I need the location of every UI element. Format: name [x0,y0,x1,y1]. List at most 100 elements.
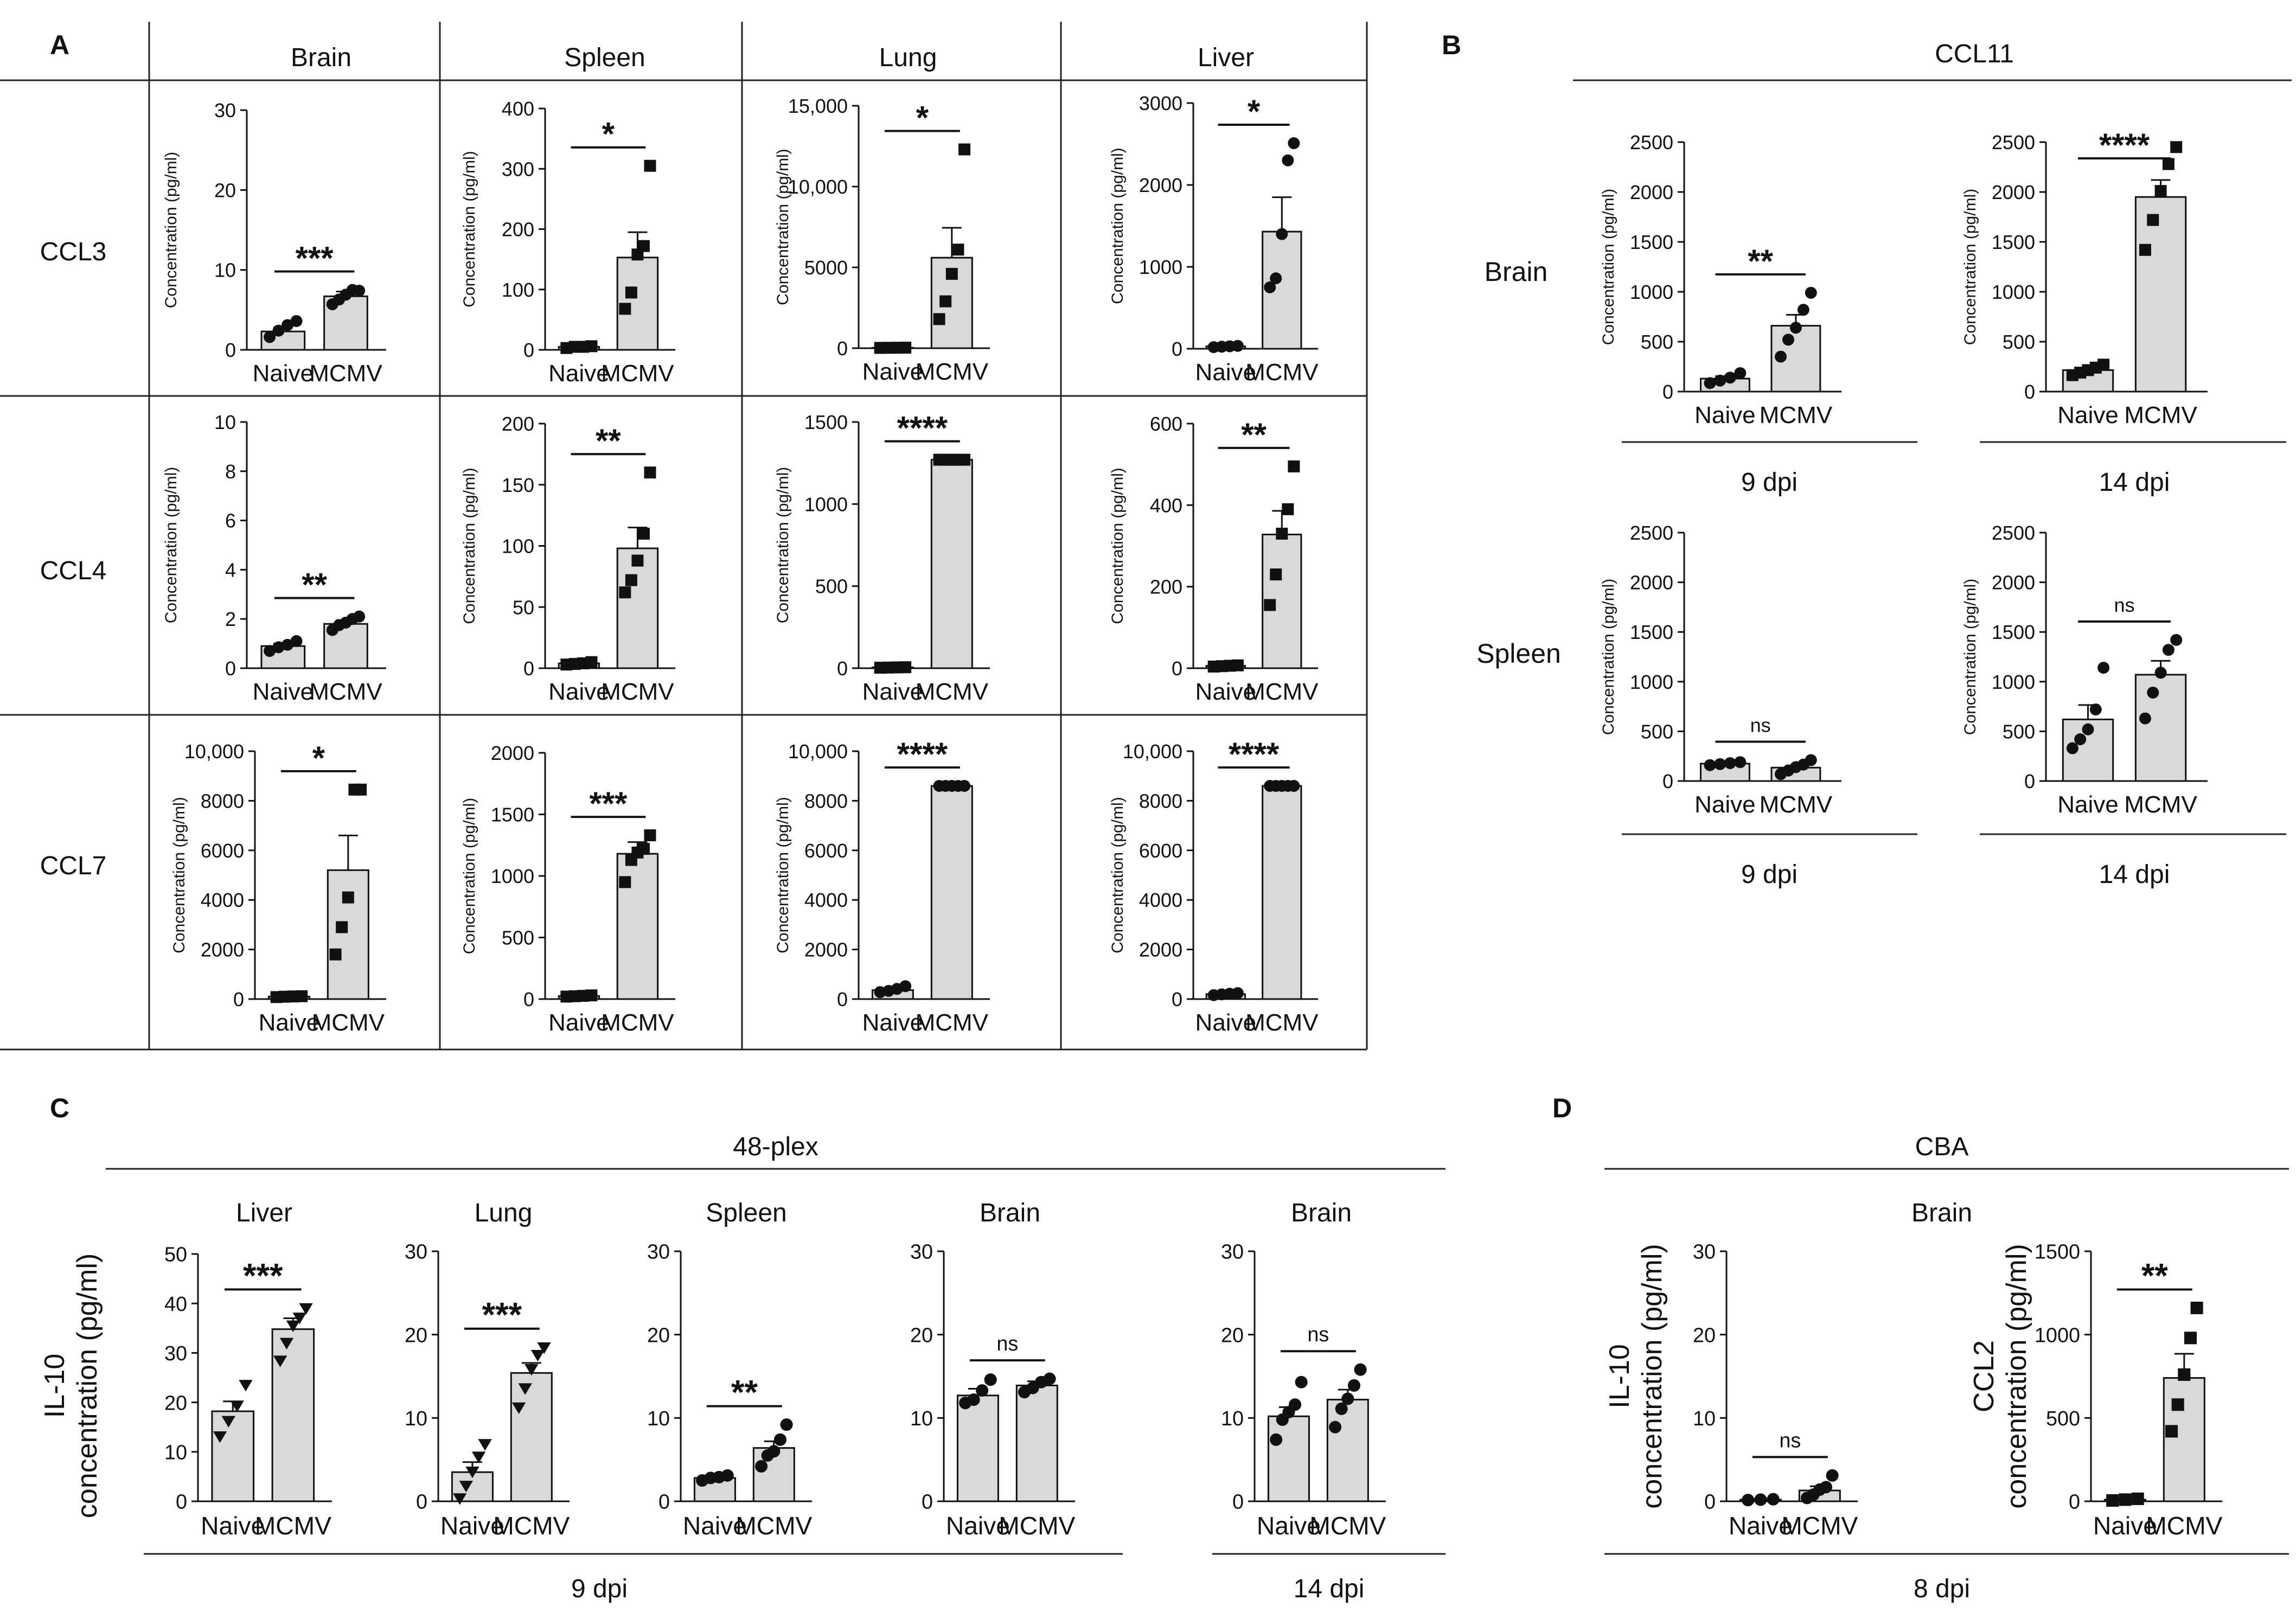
significance-label: ns [1750,714,1771,737]
y-axis-label: Concentration (pg/ml) [1109,148,1127,304]
x-tick-label-naive: Naive [1729,1512,1793,1540]
data-point [2119,1493,2132,1506]
data-point [619,586,631,599]
data-point [239,1380,253,1392]
y-tick-label: 2000 [1992,181,2035,203]
y-tick-label: 600 [1150,413,1182,435]
panel-b-title: CCL11 [1935,40,2014,68]
y-tick-label: 2000 [1992,572,2035,594]
panel-a-col-lung: Lung [879,43,937,72]
x-tick-label-mcmv: MCMV [1760,791,1833,818]
y-tick-label: 500 [502,927,534,949]
data-point [1347,1379,1360,1392]
data-point [213,1431,227,1443]
data-point [221,1416,236,1428]
data-point [336,921,348,933]
y-tick-label: 400 [1150,494,1182,516]
data-point [272,324,285,337]
x-tick-label-mcmv: MCMV [1245,679,1319,705]
y-tick-label: 8 [225,460,236,483]
data-point [2154,667,2167,679]
data-point [755,1460,768,1473]
x-tick-label-naive: Naive [862,679,924,705]
data-point [1724,372,1736,384]
data-point [1282,503,1294,515]
x-tick-label-naive: Naive [259,1009,320,1036]
panel-a: A Brain Spleen Lung Liver CCL3 CCL4 CCL7 [0,22,1368,1051]
significance-label: **** [1229,736,1280,772]
panel-letter-a: A [50,30,69,60]
panel-d-subtitle: Brain [1911,1199,1972,1227]
data-point [585,340,598,353]
y-tick-label: 10 [1693,1407,1716,1430]
data-point [2165,1425,2178,1438]
bar-mcmv [1326,1399,1369,1502]
y-axis-label: Concentration (pg/ml) [774,467,792,623]
panel-c-col-lung: Lung [475,1199,533,1227]
y-tick-label: 0 [225,339,236,361]
x-tick-label-naive: Naive [1694,402,1756,428]
x-tick-label-naive: Naive [1195,679,1257,705]
y-tick-label: 10 [1221,1407,1244,1430]
bar-mcmv [2134,674,2187,782]
data-point [290,315,303,327]
data-point [290,635,303,648]
data-point [1714,758,1726,770]
data-point [286,1320,300,1333]
data-point [282,638,294,651]
y-tick-label: 10 [405,1407,427,1430]
y-axis-label: Concentration (pg/ml) [461,468,478,624]
significance-label: **** [2099,127,2150,163]
bar-naive [211,1410,255,1502]
y-axis-label: Concentration (pg/ml) [1961,189,1979,345]
x-tick-label-naive: Naive [1195,1009,1257,1036]
x-tick-label-naive: Naive [862,1009,924,1036]
x-tick-label-mcmv: MCMV [309,679,382,705]
data-point [958,143,971,156]
x-tick-label-naive: Naive [1195,359,1257,386]
data-point [1714,374,1726,387]
data-point [292,1313,306,1324]
data-point [637,240,650,252]
y-tick-label: 30 [405,1241,427,1264]
y-tick-label: 2000 [1139,174,1182,196]
data-point [631,554,644,567]
y-tick-label: 2000 [804,939,848,961]
y-tick-label: 500 [1641,720,1673,743]
significance-label: **** [897,736,948,772]
y-tick-label: 10,000 [788,176,848,198]
data-point [1329,1420,1342,1434]
data-point [1270,568,1282,581]
x-tick-label-mcmv: MCMV [2124,402,2197,428]
y-tick-label: 1000 [1630,281,1673,303]
y-tick-label: 20 [647,1324,670,1347]
y-tick-label: 2500 [1630,131,1673,153]
significance-label: * [1248,93,1261,130]
y-tick-label: 1000 [1630,671,1673,693]
y-tick-label: 500 [2003,720,2035,743]
y-tick-label: 10,000 [184,740,244,763]
data-point [939,295,952,308]
panel-a-row-ccl4: CCL4 [40,556,107,585]
y-tick-label: 6000 [201,840,244,862]
x-tick-label-mcmv: MCMV [916,1009,989,1036]
y-tick-label: 500 [2003,331,2035,353]
y-tick-label: 150 [502,474,534,496]
x-tick-label-mcmv: MCMV [1781,1512,1858,1540]
panel-b-timepoint-spleen-14dpi: 14 dpi [2099,860,2170,889]
data-point [2190,1301,2203,1315]
data-point [518,1383,532,1395]
x-tick-label-naive: Naive [2057,402,2119,428]
y-axis-label: Concentration (pg/ml) [461,151,478,307]
y-tick-label: 10 [647,1407,670,1430]
data-point [2082,723,2094,735]
data-point [619,876,631,888]
data-point [2074,733,2087,746]
y-axis-label: Concentration (pg/ml) [1109,468,1127,624]
x-tick-label-mcmv: MCMV [309,360,382,387]
y-tick-label: 0 [2024,770,2035,792]
data-point [272,641,285,654]
